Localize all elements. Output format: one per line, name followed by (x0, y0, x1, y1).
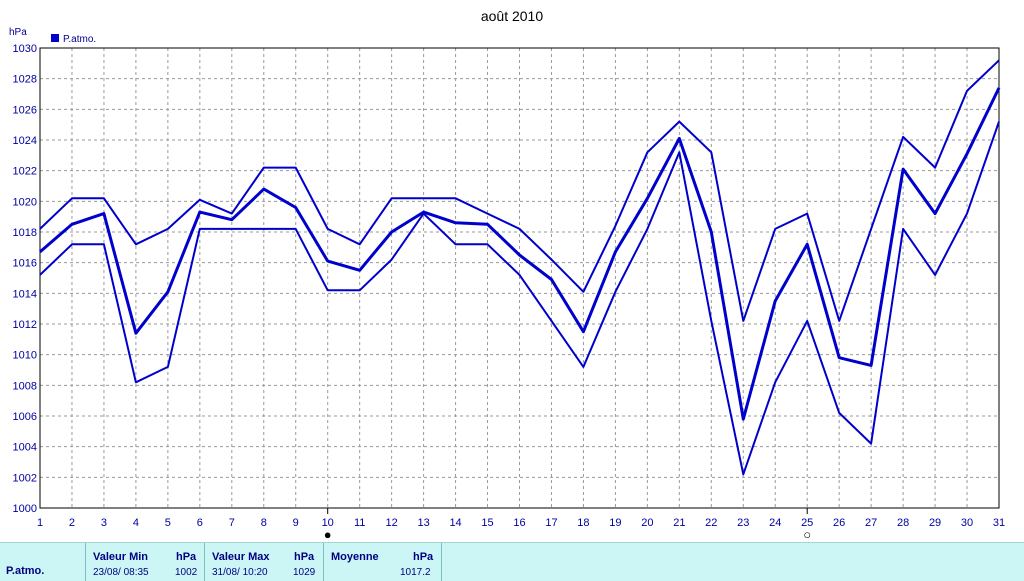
avg-unit: hPa (413, 551, 434, 563)
x-tick-label: 21 (673, 517, 685, 529)
y-tick-label: 1016 (13, 258, 37, 270)
y-tick-label: 1026 (13, 104, 37, 116)
x-tick-label: 3 (101, 517, 107, 529)
x-tick-label: 10 (322, 517, 334, 529)
stats-divider (204, 543, 205, 581)
max-unit: hPa (294, 551, 315, 563)
y-tick-label: 1022 (13, 166, 37, 178)
y-axis-unit: hPa (9, 27, 27, 38)
min-header: Valeur Min (93, 551, 149, 563)
x-tick-label: 16 (513, 517, 525, 529)
x-tick-label: 7 (229, 517, 235, 529)
x-tick-label: 15 (481, 517, 493, 529)
max-header: Valeur Max (212, 551, 270, 563)
y-tick-label: 1008 (13, 380, 37, 392)
moon-phase-marker: ● (324, 527, 332, 542)
x-tick-label: 2 (69, 517, 75, 529)
max-value: 1029 (293, 567, 316, 578)
series-line (39, 87, 1001, 421)
stats-table: P.atmo. Valeur Min hPa 23/08/ 08:35 1002… (0, 542, 1024, 581)
y-tick-label: 1018 (13, 227, 37, 239)
avg-value: 1017.2 (400, 567, 431, 578)
x-tick-label: 19 (609, 517, 621, 529)
legend-swatch (51, 34, 59, 42)
x-tick-label: 1 (37, 517, 43, 529)
moon-phase-marker: ○ (803, 527, 811, 542)
y-tick-label: 1014 (13, 288, 37, 300)
x-tick-label: 11 (354, 517, 365, 529)
y-tick-label: 1020 (13, 196, 37, 208)
y-tick-label: 1024 (13, 135, 37, 147)
x-tick-label: 27 (865, 517, 877, 529)
y-tick-label: 1002 (13, 472, 37, 484)
legend-label: P.atmo. (63, 34, 96, 45)
x-tick-label: 8 (261, 517, 267, 529)
y-tick-label: 1012 (13, 319, 37, 331)
x-tick-label: 6 (197, 517, 203, 529)
max-datetime: 31/08/ 10:20 (212, 567, 268, 578)
y-tick-label: 1006 (13, 411, 37, 423)
x-tick-label: 22 (705, 517, 717, 529)
x-tick-label: 9 (293, 517, 299, 529)
y-tick-label: 1030 (13, 43, 37, 55)
stats-row-label: P.atmo. (6, 565, 45, 577)
plot-area: 1000100210041006100810101012101410161018… (13, 43, 1006, 542)
x-tick-label: 23 (737, 517, 749, 529)
x-tick-label: 4 (133, 517, 139, 529)
y-tick-label: 1000 (13, 503, 37, 515)
chart-title: août 2010 (481, 8, 543, 24)
avg-header: Moyenne (331, 551, 379, 563)
x-tick-label: 20 (641, 517, 653, 529)
x-tick-label: 28 (897, 517, 909, 529)
y-tick-label: 1004 (13, 442, 37, 454)
stats-divider (323, 543, 324, 581)
x-tick-label: 5 (165, 517, 171, 529)
x-tick-label: 30 (961, 517, 973, 529)
stats-divider (441, 543, 442, 581)
min-unit: hPa (176, 551, 197, 563)
min-datetime: 23/08/ 08:35 (93, 567, 149, 578)
y-tick-label: 1028 (13, 74, 37, 86)
stats-divider (85, 543, 86, 581)
x-tick-label: 14 (449, 517, 461, 529)
x-tick-label: 29 (929, 517, 941, 529)
x-tick-label: 26 (833, 517, 845, 529)
x-tick-label: 31 (993, 517, 1005, 529)
pressure-chart: août 2010 hPa P.atmo. 1000 1002 1004 1006 10… (9, 8, 1006, 542)
x-tick-label: 25 (801, 517, 813, 529)
series-line (39, 121, 1000, 476)
min-value: 1002 (175, 567, 198, 578)
x-tick-label: 13 (417, 517, 429, 529)
x-tick-label: 18 (577, 517, 589, 529)
y-tick-label: 1010 (13, 350, 37, 362)
x-tick-label: 17 (545, 517, 557, 529)
x-tick-label: 24 (769, 517, 781, 529)
plot-frame (39, 47, 1000, 509)
series-line (39, 59, 1000, 322)
x-tick-label: 12 (386, 517, 398, 529)
